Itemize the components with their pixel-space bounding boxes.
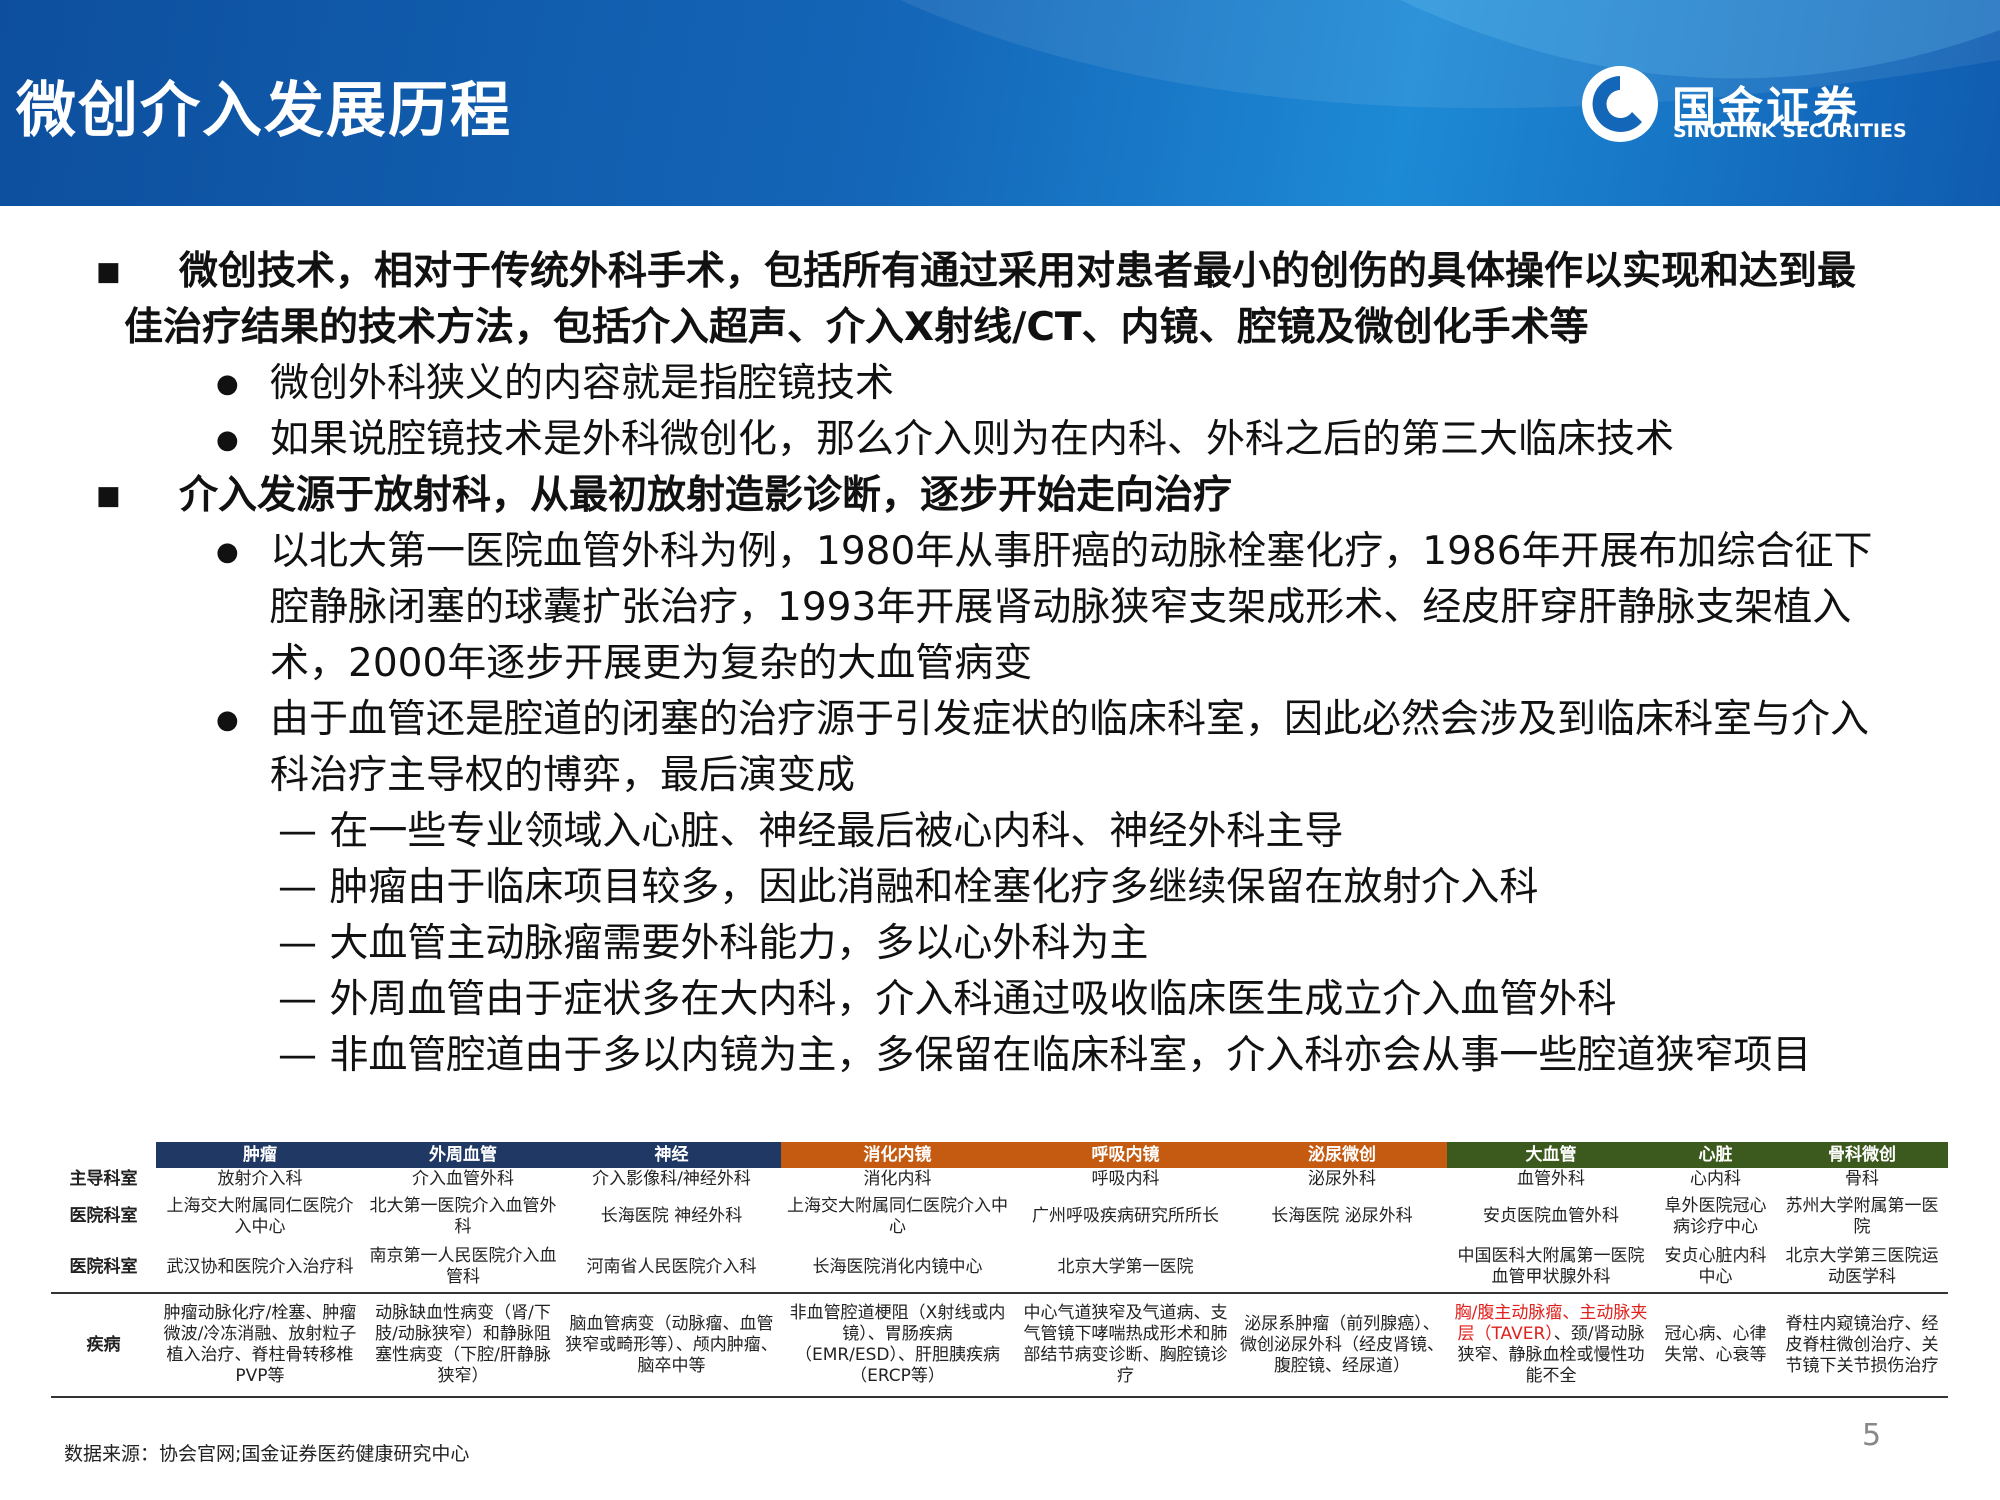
page-number: 5 [1862, 1418, 1882, 1453]
table-cell: 广州呼吸疾病研究所所长 [1032, 1206, 1219, 1226]
bullet-item: ● 如果说腔镜技术是外科微创化，那么介入则为在内科、外科之后的第三大临床技术 [124, 412, 1890, 468]
table-cell: 骨科 [1845, 1169, 1879, 1189]
table-cell: 呼吸内科 [1091, 1169, 1160, 1189]
table-cell: 肿瘤动脉化疗/栓塞、肿瘤微波/冷冻消融、放射粒子植入治疗、脊柱骨转移椎PVP等 [156, 1292, 364, 1398]
table-cell: 泌尿系肿瘤（前列腺癌）、微创泌尿外科（经皮肾镜、腹腔镜、经尿道） [1237, 1292, 1447, 1398]
table-cell: 脊柱内窥镜治疗、经皮脊柱微创治疗、关节镜下关节损伤治疗 [1776, 1292, 1948, 1398]
dot-marker: ● [216, 537, 239, 567]
dot-marker: ● [216, 705, 239, 735]
bullet-text: 以北大第一医院血管外科为例，1980年从事肝癌的动脉栓塞化疗，1986年开展布加… [270, 529, 1873, 686]
table-cell: 冠心病、心律失常、心衰等 [1655, 1292, 1776, 1398]
column-header: 呼吸内镜 [1014, 1142, 1237, 1168]
table-cell: 河南省人民医院介入科 [586, 1256, 757, 1277]
bullet-text: — 肿瘤由于临床项目较多，因此消融和栓塞化疗多继续保留在放射介入科 [278, 865, 1539, 910]
column-header: 骨科微创 [1776, 1142, 1948, 1168]
bullet-text: 微创技术，相对于传统外科手术，包括所有通过采用对患者最小的创伤的具体操作以实现和… [124, 249, 1857, 350]
table-cell: 长海医院消化内镜中心 [812, 1256, 983, 1277]
column-header: 消化内镜 [781, 1142, 1014, 1168]
table-cell: 脑血管病变（动脉瘤、血管狭窄或畸形等）、颅内肿瘤、脑卒中等 [562, 1292, 781, 1398]
header-banner: 微创介入发展历程 国金证券 SINOLINK SECURITIES [0, 0, 2000, 206]
table-cell: 泌尿外科 [1308, 1169, 1376, 1189]
header-row: 肿瘤 外周血管 神经 消化内镜 呼吸内镜 泌尿微创 大血管 心脏 骨科微创 [51, 1142, 1948, 1168]
table-cell: 安贞心脏内科中心 [1664, 1246, 1767, 1287]
bullet-item: — 非血管腔道由于多以内镜为主，多保留在临床科室，介入科亦会从事一些腔道狭窄项目 [124, 1028, 1890, 1084]
table-cell: 血管外科 [1517, 1169, 1585, 1189]
table-cell: 介入血管外科 [412, 1169, 514, 1189]
bullet-text: 由于血管还是腔道的闭塞的治疗源于引发症状的临床科室，因此必然会涉及到临床科室与介… [270, 697, 1870, 798]
table-cell: 非血管腔道梗阻（X射线或内镜）、胃肠疾病（EMR/ESD）、肝胆胰疾病（ERCP… [781, 1292, 1014, 1398]
table-cell: 心内科 [1690, 1169, 1741, 1189]
table-cell: 中心气道狭窄及气道病、支气管镜下哮喘热成形术和肺部结节病变诊断、胸腔镜诊疗 [1014, 1292, 1237, 1398]
table-cell: 上海交大附属同仁医院介入中心 [787, 1195, 1008, 1237]
banner-decoration [900, 0, 2000, 142]
bullet-text: 微创外科狭义的内容就是指腔镜技术 [270, 361, 895, 406]
cell-text: 、颈/肾动脉狭窄、静脉血栓或慢性功能不全 [1457, 1324, 1645, 1386]
table: 肿瘤 外周血管 神经 消化内镜 呼吸内镜 泌尿微创 大血管 心脏 骨科微创 主导科室 放射介入科 介入… [51, 1142, 1948, 1398]
bullet-item: — 肿瘤由于临床项目较多，因此消融和栓塞化疗多继续保留在放射介入科 [124, 860, 1890, 916]
bullet-text: — 非血管腔道由于多以内镜为主，多保留在临床科室，介入科亦会从事一些腔道狭窄项目 [278, 1033, 1812, 1078]
column-header: 神经 [562, 1142, 781, 1168]
highlight-text: 胸/腹主动脉瘤、主动脉夹层（TAVER） [1454, 1303, 1648, 1344]
bullet-item: — 大血管主动脉瘤需要外科能力，多以心外科为主 [124, 916, 1890, 972]
bullet-item: — 外周血管由于症状多在大内科，介入科通过吸收临床医生成立介入血管外科 [124, 972, 1890, 1028]
table-cell: 放射介入科 [217, 1169, 303, 1189]
column-header: 肿瘤 [156, 1142, 364, 1168]
logo-subtext: SINOLINK SECURITIES [1673, 120, 1907, 142]
table-row: 医院科室 武汉协和医院介入治疗科 南京第一人民医院介入血管科 河南省人民医院介入科 长海… [51, 1242, 1948, 1293]
dot-marker: ● [216, 369, 239, 399]
table-cell: 北京大学第三医院运动医学科 [1785, 1246, 1939, 1287]
table-cell: 南京第一人民医院介入血管科 [369, 1246, 557, 1287]
row-label: 主导科室 [69, 1169, 138, 1189]
bullet-text: — 在一些专业领域入心脏、神经最后被心内科、神经外科主导 [278, 809, 1344, 854]
bullet-list: ■ 微创技术，相对于传统外科手术，包括所有通过采用对患者最小的创伤的具体操作以实现… [96, 244, 1890, 1084]
bullet-item: ■ 微创技术，相对于传统外科手术，包括所有通过采用对患者最小的创伤的具体操作以实现… [96, 244, 1890, 356]
bullet-text: — 大血管主动脉瘤需要外科能力，多以心外科为主 [278, 921, 1149, 966]
table-cell: 胸/腹主动脉瘤、主动脉夹层（TAVER）、颈/肾动脉狭窄、静脉血栓或慢性功能不全 [1447, 1292, 1655, 1398]
table-cell: 介入影像科/神经外科 [592, 1169, 751, 1189]
row-label: 医院科室 [69, 1256, 138, 1277]
table-cell: 北大第一医院介入血管外科 [369, 1195, 557, 1237]
table-cell: 中国医科大附属第一医院血管甲状腺外科 [1457, 1246, 1645, 1287]
bullet-text: 介入发源于放射科，从最初放射造影诊断，逐步开始走向治疗 [179, 473, 1233, 518]
table-cell: 动脉缺血性病变（肾/下肢/动脉狭窄）和静脉阻塞性病变（下腔/肝静脉狭窄） [364, 1292, 562, 1398]
table-cell: 长海医院 泌尿外科 [1271, 1206, 1413, 1226]
row-label: 医院科室 [69, 1206, 138, 1226]
bullet-item: — 在一些专业领域入心脏、神经最后被心内科、神经外科主导 [124, 804, 1890, 860]
bullet-text: 如果说腔镜技术是外科微创化，那么介入则为在内科、外科之后的第三大临床技术 [270, 417, 1675, 462]
dot-marker: ● [216, 425, 239, 455]
table-cell: 消化内科 [863, 1169, 932, 1189]
bullet-text: — 外周血管由于症状多在大内科，介入科通过吸收临床医生成立介入血管外科 [278, 977, 1617, 1022]
table-cell: 苏州大学附属第一医院 [1785, 1195, 1939, 1237]
table-cell: 安贞医院血管外科 [1483, 1206, 1619, 1226]
column-header: 大血管 [1447, 1142, 1655, 1168]
bullet-item: ● 由于血管还是腔道的闭塞的治疗源于引发症状的临床科室，因此必然会涉及到临床科室与… [124, 692, 1890, 804]
column-header: 心脏 [1655, 1142, 1776, 1168]
column-header: 外周血管 [364, 1142, 562, 1168]
table-row: 主导科室 放射介入科 介入血管外科 介入影像科/神经外科 消化内科 呼吸内科 泌尿外科 血管外… [51, 1168, 1948, 1191]
table-row: 疾病 肿瘤动脉化疗/栓塞、肿瘤微波/冷冻消融、放射粒子植入治疗、脊柱骨转移椎PVP… [51, 1292, 1948, 1398]
row-label: 疾病 [51, 1292, 156, 1398]
source-note: 数据来源：协会官网;国金证券医药健康研究中心 [64, 1443, 470, 1465]
logo-text: 国金证券 [1672, 83, 1860, 134]
bullet-item: ● 以北大第一医院血管外科为例，1980年从事肝癌的动脉栓塞化疗，1986年开展布… [124, 524, 1890, 692]
table-cell: 上海交大附属同仁医院介入中心 [166, 1195, 354, 1237]
bullet-item: ● 微创外科狭义的内容就是指腔镜技术 [124, 356, 1890, 412]
square-marker: ■ [96, 481, 121, 511]
square-marker: ■ [96, 257, 121, 287]
column-header: 泌尿微创 [1237, 1142, 1447, 1168]
table-row: 医院科室 上海交大附属同仁医院介入中心 北大第一医院介入血管外科 长海医院 神经外科上… [51, 1191, 1948, 1242]
table-cell [1237, 1242, 1447, 1293]
table-cell: 武汉协和医院介入治疗科 [166, 1256, 354, 1277]
corner-cell [51, 1142, 156, 1168]
bullet-item: ■ 介入发源于放射科，从最初放射造影诊断，逐步开始走向治疗 [96, 468, 1890, 524]
table-cell: 阜外医院冠心病诊疗中心 [1664, 1195, 1767, 1237]
title: 微创介入发展历程 [16, 76, 512, 146]
table-cell: 北京大学第一医院 [1057, 1256, 1194, 1277]
table-cell: 长海医院 神经外科 [600, 1206, 743, 1226]
